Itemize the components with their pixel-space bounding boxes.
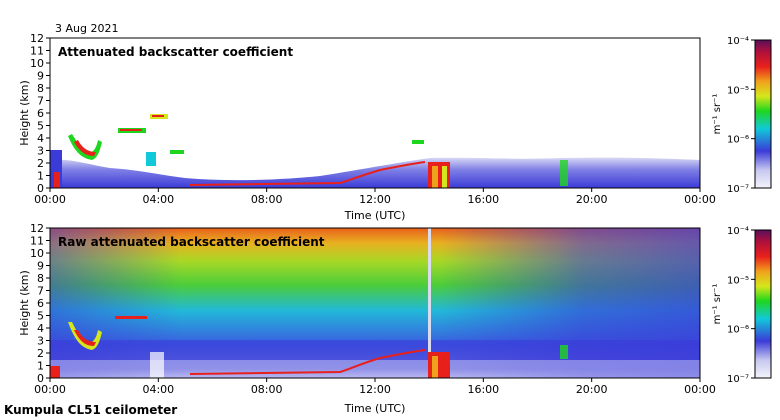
x-tick-label: 00:00 bbox=[34, 383, 66, 396]
x-tick-label: 08:00 bbox=[251, 383, 283, 396]
y-tick-label: 4 bbox=[37, 322, 44, 335]
panel-2-x-axis: 00:00 04:00 08:00 12:00 16:00 20:00 00:00 bbox=[34, 378, 716, 396]
panel-2-colorbar: 10⁻⁴ 10⁻⁵ 10⁻⁶ 10⁻⁷ m⁻¹ sr⁻¹ bbox=[712, 226, 772, 385]
date-label: 3 Aug 2021 bbox=[55, 22, 118, 35]
y-tick-label: 8 bbox=[37, 82, 44, 95]
panel-1-rain-column-band bbox=[432, 166, 438, 188]
panel-1-title: Attenuated backscatter coefficient bbox=[58, 45, 293, 59]
panel-2-y-label: Height (km) bbox=[18, 270, 31, 336]
y-tick-label: 6 bbox=[37, 107, 44, 120]
y-tick-label: 11 bbox=[30, 45, 44, 58]
panel-1-cloud-6km-core bbox=[152, 115, 164, 117]
panel-1-surface-layer bbox=[189, 161, 426, 186]
x-tick-label: 04:00 bbox=[142, 383, 174, 396]
x-tick-label: 12:00 bbox=[359, 193, 391, 206]
panel-1-low-cloud-core bbox=[54, 172, 60, 188]
panel-1-boundary-layer bbox=[50, 157, 700, 188]
panel-1-colorbar-bar bbox=[754, 39, 772, 189]
y-tick-label: 2 bbox=[37, 347, 44, 360]
panel-2-shower bbox=[560, 345, 568, 359]
panel-2-lower-clear bbox=[50, 360, 700, 378]
panel-1-x-axis: 00:00 04:00 08:00 12:00 16:00 20:00 00:00 bbox=[34, 188, 716, 206]
panel-1-cloud-4-5km-core bbox=[120, 129, 142, 131]
y-tick-label: 9 bbox=[37, 260, 44, 273]
panel-2-rain-column bbox=[428, 352, 450, 378]
y-tick-label: 0 bbox=[37, 182, 44, 195]
panel-2-title: Raw attenuated backscatter coefficient bbox=[58, 235, 325, 249]
x-tick-label: 16:00 bbox=[467, 193, 499, 206]
panel-1-y-label: Height (km) bbox=[18, 80, 31, 146]
y-tick-label: 0 bbox=[37, 372, 44, 385]
panel-1-heatmap bbox=[50, 114, 700, 188]
y-tick-label: 6 bbox=[37, 297, 44, 310]
panel-2-cloud-5km bbox=[115, 316, 147, 319]
panel-1-cloud-hook-core bbox=[74, 140, 96, 156]
y-tick-label: 3 bbox=[37, 335, 44, 348]
panel-2-rain-column-band bbox=[432, 356, 438, 378]
y-tick-label: 4 bbox=[37, 132, 44, 145]
panel-2-colorbar-ticks: 10⁻⁴ 10⁻⁵ 10⁻⁶ 10⁻⁷ bbox=[727, 226, 755, 385]
footer-label: Kumpula CL51 ceilometer bbox=[4, 403, 177, 417]
y-tick-label: 8 bbox=[37, 272, 44, 285]
panel-1-colorbar-ticks: 10⁻⁴ 10⁻⁵ 10⁻⁶ 10⁻⁷ bbox=[727, 36, 755, 195]
y-tick-label: 2 bbox=[37, 157, 44, 170]
panel-1-cloud-3km bbox=[170, 150, 184, 154]
panel-1: Attenuated backscatter coefficient 01234… bbox=[18, 32, 772, 222]
y-tick-label: 7 bbox=[37, 95, 44, 108]
panel-2-colorbar-bar bbox=[754, 229, 772, 379]
x-tick-label: 20:00 bbox=[576, 193, 608, 206]
colorbar-tick-label: 10⁻⁶ bbox=[727, 135, 749, 146]
panel-2-x-label: Time (UTC) bbox=[344, 402, 406, 415]
panel-2-surface-layer bbox=[189, 349, 426, 375]
panel-2-low-cloud bbox=[50, 366, 60, 378]
x-tick-label: 16:00 bbox=[467, 383, 499, 396]
panel-2-colorbar-label: m⁻¹ sr⁻¹ bbox=[712, 284, 723, 325]
y-tick-label: 9 bbox=[37, 70, 44, 83]
x-tick-label: 20:00 bbox=[576, 383, 608, 396]
x-tick-label: 00:00 bbox=[684, 193, 716, 206]
panel-1-x-label: Time (UTC) bbox=[344, 209, 406, 222]
panel-1-shower bbox=[560, 160, 568, 186]
y-tick-label: 5 bbox=[37, 120, 44, 133]
x-tick-label: 12:00 bbox=[359, 383, 391, 396]
x-tick-label: 00:00 bbox=[684, 383, 716, 396]
colorbar-tick-label: 10⁻⁷ bbox=[727, 374, 749, 385]
panel-1-rain-column-band-2 bbox=[442, 166, 447, 188]
y-tick-label: 12 bbox=[30, 222, 44, 235]
colorbar-tick-label: 10⁻⁵ bbox=[727, 85, 749, 96]
y-tick-label: 7 bbox=[37, 285, 44, 298]
y-tick-label: 10 bbox=[30, 57, 44, 70]
panel-1-colorbar: 10⁻⁴ 10⁻⁵ 10⁻⁶ 10⁻⁷ m⁻¹ sr⁻¹ bbox=[712, 36, 772, 195]
panel-2: Raw attenuated backscatter coefficient 0… bbox=[18, 222, 772, 415]
y-tick-label: 12 bbox=[30, 32, 44, 45]
x-tick-label: 04:00 bbox=[142, 193, 174, 206]
panel-2-gap bbox=[150, 352, 164, 378]
panel-2-rain-streak bbox=[428, 228, 431, 352]
y-tick-label: 1 bbox=[37, 360, 44, 373]
y-tick-label: 1 bbox=[37, 170, 44, 183]
colorbar-tick-label: 10⁻⁴ bbox=[727, 36, 749, 47]
panel-2-heatmap bbox=[50, 228, 700, 378]
y-tick-label: 5 bbox=[37, 310, 44, 323]
y-tick-label: 10 bbox=[30, 247, 44, 260]
colorbar-tick-label: 10⁻⁷ bbox=[727, 184, 749, 195]
panel-2-cloud-hook-core bbox=[74, 330, 96, 346]
x-tick-label: 00:00 bbox=[34, 193, 66, 206]
colorbar-tick-label: 10⁻⁴ bbox=[727, 226, 749, 237]
x-tick-label: 08:00 bbox=[251, 193, 283, 206]
panel-1-cloud-2km bbox=[146, 152, 156, 166]
colorbar-tick-label: 10⁻⁵ bbox=[727, 275, 749, 286]
panel-1-cloud-3.5km bbox=[412, 140, 424, 144]
y-tick-label: 3 bbox=[37, 145, 44, 158]
y-tick-label: 11 bbox=[30, 235, 44, 248]
colorbar-tick-label: 10⁻⁶ bbox=[727, 325, 749, 336]
panel-1-colorbar-label: m⁻¹ sr⁻¹ bbox=[712, 94, 723, 135]
